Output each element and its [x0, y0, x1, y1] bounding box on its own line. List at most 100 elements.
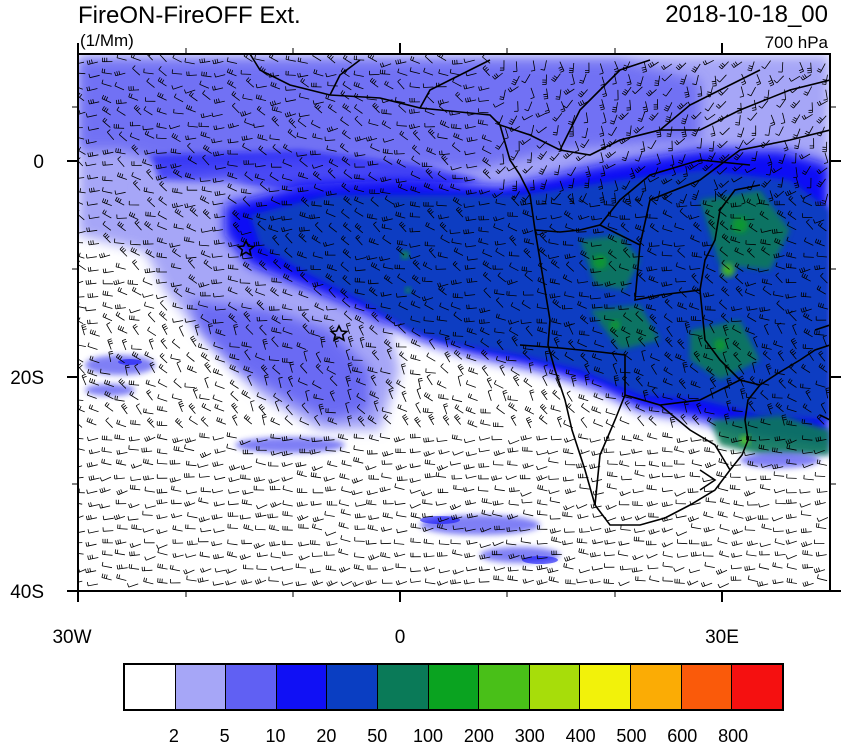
wind-barb: [505, 475, 517, 480]
wind-barb: [271, 163, 282, 168]
wind-barb: [465, 474, 477, 479]
wind-barb: [423, 437, 435, 443]
wind-barb: [718, 61, 729, 70]
wind-barb: [184, 473, 195, 478]
wind-barb: [668, 140, 673, 152]
wind-barb: [425, 578, 436, 585]
wind-barb: [410, 433, 421, 439]
wind-barb: [253, 542, 265, 549]
wind-barb: [758, 436, 770, 441]
wind-barb: [269, 249, 280, 256]
wind-barb: [381, 407, 392, 414]
wind-barb: [722, 351, 727, 363]
wind-barb: [143, 187, 154, 194]
wind-barb: [585, 166, 591, 178]
wind-barb: [354, 136, 366, 142]
wind-barb: [692, 414, 700, 425]
wind-barb: [255, 512, 267, 518]
wind-barb: [437, 170, 447, 181]
wind-barb: [547, 567, 559, 574]
wind-barb: [328, 222, 338, 233]
wind-barb: [781, 414, 787, 426]
wind-barb: [311, 201, 322, 207]
wind-barb: [785, 263, 797, 269]
wind-barb: [605, 504, 617, 510]
wind-barb: [423, 566, 435, 572]
wind-barb: [760, 389, 769, 401]
wind-barb: [370, 374, 377, 386]
wind-barb: [354, 185, 365, 193]
wind-barb: [507, 319, 520, 325]
wind-barb: [452, 549, 463, 556]
wind-barb: [467, 393, 478, 401]
wind-barb: [562, 151, 574, 159]
wind-barb: [821, 193, 829, 204]
wind-barb: [437, 251, 448, 259]
wind-barb: [654, 336, 660, 348]
wind-barb: [428, 413, 435, 426]
wind-barb: [242, 261, 252, 271]
wind-barb: [114, 395, 125, 402]
wind-barb: [492, 500, 504, 506]
wind-barb: [342, 54, 352, 64]
wind-barb: [155, 164, 167, 170]
wind-barb: [284, 97, 296, 103]
wind-barb: [78, 542, 83, 544]
wind-barb: [492, 265, 504, 270]
wind-barb: [646, 553, 658, 559]
wind-barb: [326, 541, 338, 546]
wind-barb: [242, 196, 251, 207]
wind-barb: [466, 136, 478, 142]
wind-barb: [325, 408, 336, 414]
wind-barb: [99, 476, 112, 482]
wind-barb: [184, 203, 196, 209]
wind-barb: [272, 143, 281, 154]
wind-barb: [314, 414, 321, 426]
wind-barb: [267, 513, 279, 519]
wind-barb: [549, 496, 560, 504]
wind-barb: [565, 460, 576, 466]
wind-barb: [465, 380, 476, 388]
wind-barb: [367, 449, 378, 455]
wind-barb: [478, 436, 491, 441]
wind-barb: [537, 151, 548, 160]
wind-barb: [661, 73, 673, 82]
wind-barb: [115, 539, 127, 545]
wind-barb: [211, 112, 223, 117]
wind-barb: [229, 379, 239, 389]
wind-barb: [717, 140, 728, 149]
wind-barb: [144, 486, 155, 493]
wind-barb: [523, 247, 532, 259]
wind-barb: [604, 304, 615, 309]
wind-barb: [719, 497, 730, 505]
wind-barb: [662, 224, 673, 232]
wind-barb: [240, 474, 251, 480]
wind-barb: [338, 499, 350, 507]
wind-barb: [641, 350, 646, 362]
wind-barb: [347, 415, 353, 427]
wind-barb: [551, 536, 562, 543]
wind-barb: [370, 143, 380, 152]
colorbar-box: [125, 665, 176, 709]
wind-barb: [300, 196, 310, 207]
wind-barb: [523, 291, 534, 296]
wind-barb: [232, 209, 241, 221]
wind-barb: [240, 110, 252, 117]
wind-barb: [536, 318, 548, 324]
wind-barb: [675, 277, 687, 283]
wind-barb: [730, 202, 742, 208]
wind-barb: [603, 436, 615, 442]
wind-barb: [115, 499, 127, 505]
wind-barb: [773, 190, 785, 198]
wind-barb: [85, 306, 97, 312]
wind-barb: [383, 414, 392, 425]
wind-barb: [144, 556, 156, 561]
wind-barb: [816, 488, 828, 493]
wind-barb: [299, 417, 310, 426]
wind-barb: [369, 189, 380, 194]
wind-barb: [199, 177, 211, 182]
wind-barb: [537, 525, 548, 530]
wind-barb: [212, 58, 224, 65]
wind-barb: [482, 65, 490, 76]
wind-barb: [479, 307, 491, 314]
